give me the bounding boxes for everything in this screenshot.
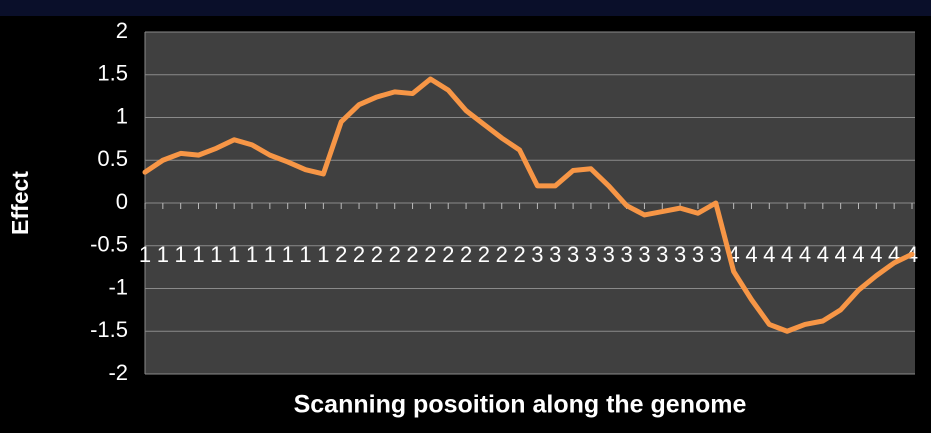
- x-tick-label: 3: [692, 242, 704, 267]
- x-axis-label: Scanning posoition along the genome: [294, 391, 747, 419]
- x-tick-label: 4: [781, 242, 793, 267]
- y-tick-label: 1: [116, 103, 128, 128]
- x-tick-label: 1: [139, 242, 151, 267]
- x-tick-label: 3: [567, 242, 579, 267]
- top-strip: [0, 0, 931, 16]
- y-axis-label: Effect: [7, 171, 33, 235]
- y-tick-label: 1.5: [97, 61, 128, 86]
- x-tick-label: 3: [585, 242, 597, 267]
- x-tick-label: 2: [371, 242, 383, 267]
- x-tick-label: 3: [603, 242, 615, 267]
- x-tick-label: 1: [282, 242, 294, 267]
- x-tick-label: 2: [513, 242, 525, 267]
- x-tick-label: 1: [228, 242, 240, 267]
- x-tick-label: 1: [192, 242, 204, 267]
- x-tick-label: 1: [175, 242, 187, 267]
- x-tick-label: 3: [710, 242, 722, 267]
- x-tick-label: 4: [799, 242, 811, 267]
- x-tick-label: 4: [852, 242, 864, 267]
- y-tick-label: 0.5: [97, 146, 128, 171]
- x-tick-label: 4: [835, 242, 847, 267]
- x-tick-label: 3: [549, 242, 561, 267]
- x-tick-label: 4: [745, 242, 757, 267]
- x-tick-label: 2: [335, 242, 347, 267]
- x-tick-label: 4: [870, 242, 882, 267]
- x-tick-label: 2: [496, 242, 508, 267]
- x-tick-label: 2: [442, 242, 454, 267]
- x-tick-label: 2: [353, 242, 365, 267]
- y-tick-label: -0.5: [90, 232, 128, 257]
- x-tick-label: 2: [389, 242, 401, 267]
- y-tick-label: -1: [108, 274, 128, 299]
- y-tick-label: -1.5: [90, 317, 128, 342]
- x-tick-label: 3: [531, 242, 543, 267]
- x-tick-label: 1: [317, 242, 329, 267]
- x-tick-label: 1: [210, 242, 222, 267]
- y-tick-label: 0: [116, 189, 128, 214]
- x-tick-label: 3: [674, 242, 686, 267]
- x-tick-label: 2: [460, 242, 472, 267]
- x-tick-label: 1: [246, 242, 258, 267]
- x-tick-label: 3: [656, 242, 668, 267]
- y-tick-label: -2: [108, 360, 128, 385]
- y-tick-label: 2: [116, 18, 128, 43]
- x-tick-label: 4: [817, 242, 829, 267]
- x-tick-label: 2: [406, 242, 418, 267]
- x-tick-label: 4: [763, 242, 775, 267]
- x-tick-label: 1: [299, 242, 311, 267]
- x-tick-label: 3: [620, 242, 632, 267]
- x-tick-label: 1: [157, 242, 169, 267]
- x-tick-label: 2: [478, 242, 490, 267]
- x-tick-label: 2: [424, 242, 436, 267]
- x-tick-label: 3: [638, 242, 650, 267]
- x-tick-label: 1: [264, 242, 276, 267]
- data-line: [142, 76, 915, 334]
